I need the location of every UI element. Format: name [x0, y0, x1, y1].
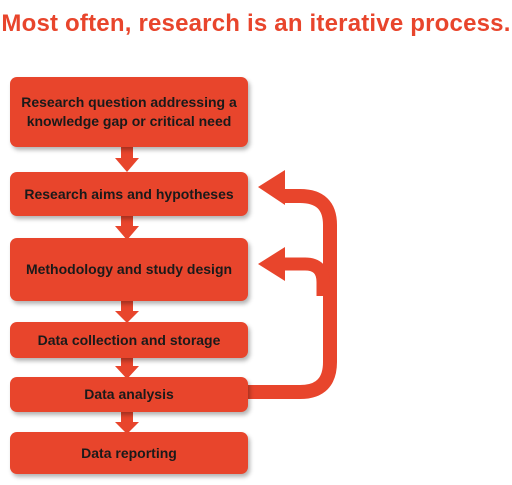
down-arrow-2	[115, 214, 139, 240]
step-data-collection: Data collection and storage	[10, 322, 248, 358]
step-data-analysis: Data analysis	[10, 377, 248, 412]
step-research-aims: Research aims and hypotheses	[10, 172, 248, 216]
down-arrow-1	[115, 145, 139, 172]
down-arrow-5	[115, 411, 139, 434]
down-arrow-3	[115, 300, 139, 323]
feedback-loop-arrow	[246, 170, 337, 399]
down-arrow-4	[115, 356, 139, 379]
page-title: Most often, research is an iterative pro…	[1, 10, 511, 37]
step-research-question: Research question addressing a knowledge…	[10, 77, 248, 147]
step-methodology: Methodology and study design	[10, 238, 248, 301]
step-data-reporting: Data reporting	[10, 432, 248, 474]
